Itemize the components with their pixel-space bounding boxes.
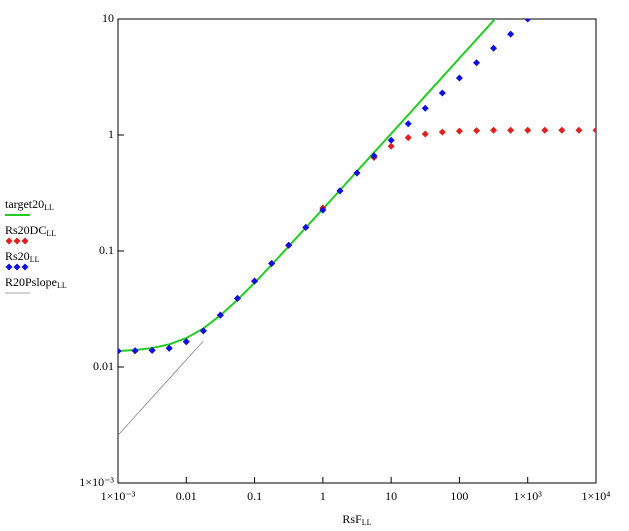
legend-name: Rs20 [5, 249, 30, 263]
x-axis-label: RsFLL [342, 512, 371, 527]
data-point [319, 206, 327, 214]
data-point [541, 126, 549, 134]
data-point [438, 89, 446, 97]
x-tick-label: 0.01 [176, 489, 197, 503]
data-point [268, 260, 276, 268]
x-tick-label: 1×10⁻³ [101, 489, 136, 503]
data-point [165, 344, 173, 352]
plot-frame [117, 18, 597, 484]
x-tick-label: 1 [320, 489, 326, 503]
data-point [524, 19, 532, 23]
legend-subscript: LL [30, 255, 40, 264]
data-point [473, 127, 481, 135]
legend-subscript: LL [57, 281, 67, 290]
data-point [182, 338, 190, 346]
legend-subscript: LL [44, 203, 54, 212]
data-point [490, 44, 498, 52]
legend-label: target20LL [5, 197, 54, 212]
data-point [473, 59, 481, 67]
legend-swatch [21, 263, 29, 271]
series-line [118, 19, 497, 352]
data-point [233, 294, 241, 302]
data-point [336, 187, 344, 195]
data-point [507, 126, 515, 134]
data-point [455, 74, 463, 82]
legend-name: Rs20DC [5, 223, 46, 237]
y-tick-label: 10 [102, 11, 114, 25]
data-point [558, 126, 566, 134]
data-point [421, 104, 429, 112]
data-point [387, 142, 395, 150]
y-tick-label: 0.01 [93, 359, 114, 373]
y-tick-label: 1×10⁻³ [79, 475, 114, 489]
legend-swatch [21, 237, 29, 245]
legend-label: R20PslopeLL [5, 275, 67, 290]
data-point [455, 127, 463, 135]
data-point [302, 223, 310, 231]
series-line [118, 340, 204, 436]
data-point [592, 126, 596, 134]
legend-swatch [13, 263, 21, 271]
legend-label: Rs20DCLL [5, 223, 56, 238]
data-point [421, 130, 429, 138]
data-point [575, 126, 583, 134]
data-point [387, 136, 395, 144]
x-tick-label: 1×10⁴ [582, 489, 611, 503]
data-point [507, 30, 515, 38]
x-label-subscript: LL [362, 518, 372, 527]
data-point [353, 169, 361, 177]
data-point [131, 347, 139, 355]
data-point [251, 277, 259, 285]
data-point [490, 126, 498, 134]
data-point [216, 311, 224, 319]
data-point [404, 134, 412, 142]
x-tick-label: 0.1 [247, 489, 262, 503]
data-point [438, 128, 446, 136]
data-point [118, 347, 122, 355]
legend-swatch [13, 237, 21, 245]
y-tick-label: 1 [108, 127, 114, 141]
x-tick-label: 1×10³ [514, 489, 543, 503]
legend-name: target20 [5, 197, 44, 211]
legend-subscript: LL [46, 229, 56, 238]
x-tick-label: 10 [385, 489, 397, 503]
data-point [285, 241, 293, 249]
legend-label: Rs20LL [5, 249, 40, 264]
data-point [404, 120, 412, 128]
data-point [370, 152, 378, 160]
plot-area [118, 19, 596, 436]
x-tick-label: 100 [450, 489, 468, 503]
data-point [148, 346, 156, 354]
data-point [199, 327, 207, 335]
legend-name: R20Pslope [5, 275, 57, 289]
legend-swatch [5, 263, 13, 271]
y-tick-label: 0.1 [99, 243, 114, 257]
data-point [524, 126, 532, 134]
x-label-main: RsF [342, 512, 362, 526]
legend-swatch [5, 237, 13, 245]
